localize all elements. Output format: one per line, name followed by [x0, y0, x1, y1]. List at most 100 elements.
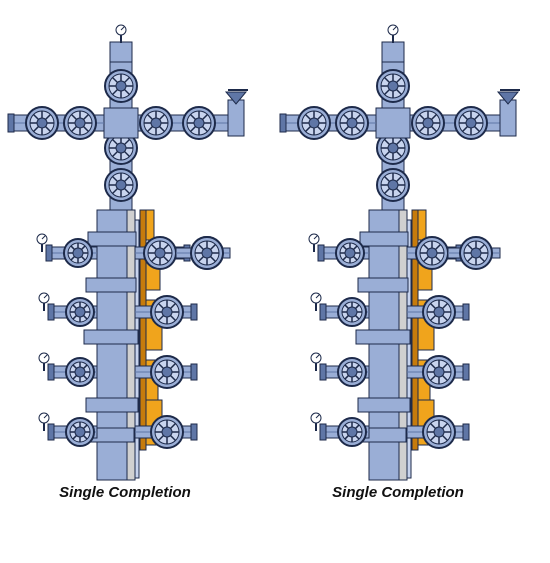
gate-valve-handwheel — [143, 236, 177, 270]
caption-right: Single Completion — [332, 484, 464, 501]
gauge-needle — [43, 414, 48, 419]
gauge-needle — [43, 354, 48, 359]
outlet-flange — [190, 303, 198, 321]
wing-end-flange — [7, 113, 15, 133]
pressure-gauge-icon — [115, 24, 127, 43]
outlet-flange — [317, 244, 325, 262]
pressure-gauge-icon — [310, 352, 322, 371]
choke-bonnet — [224, 91, 248, 105]
gate-valve-handwheel — [63, 106, 97, 140]
casing-spool-flange — [87, 231, 137, 247]
casing-spool-flange — [359, 231, 409, 247]
handwheel-hub — [387, 80, 399, 92]
handwheel-hub — [161, 306, 173, 318]
gate-valve-handwheel — [337, 357, 367, 387]
gauge-needle — [392, 26, 397, 31]
outlet-flange — [45, 244, 53, 262]
gate-valve-handwheel — [376, 168, 410, 202]
gate-valve-handwheel — [297, 106, 331, 140]
handwheel-hub — [346, 366, 358, 378]
gate-valve-handwheel — [335, 238, 365, 268]
outlet-flange — [47, 423, 55, 441]
gate-valve-handwheel — [459, 236, 493, 270]
gate-valve-handwheel — [415, 236, 449, 270]
gate-valve-handwheel — [422, 295, 456, 329]
gauge-needle — [315, 354, 320, 359]
handwheel-hub — [36, 117, 48, 129]
tubing-string — [134, 219, 140, 479]
handwheel-hub — [433, 366, 445, 378]
choke-bonnet — [496, 91, 520, 105]
outlet-flange — [47, 363, 55, 381]
pressure-gauge-icon — [308, 233, 320, 252]
gate-valve-handwheel — [104, 168, 138, 202]
gauge-needle — [315, 414, 320, 419]
gauge-needle — [315, 294, 320, 299]
gate-valve-handwheel — [422, 355, 456, 389]
handwheel-hub — [154, 247, 166, 259]
wellhead-diagram-left — [7, 24, 248, 481]
cutaway-seal — [411, 209, 419, 451]
tree-cap — [381, 41, 405, 63]
choke-body — [227, 99, 245, 137]
handwheel-hub — [74, 366, 86, 378]
handwheel-hub — [74, 306, 86, 318]
handwheel-hub — [308, 117, 320, 129]
handwheel-hub — [115, 179, 127, 191]
tree-cap — [109, 41, 133, 63]
gate-valve-handwheel — [63, 238, 93, 268]
handwheel-hub — [426, 247, 438, 259]
gate-valve-handwheel — [65, 357, 95, 387]
gate-valve-handwheel — [150, 355, 184, 389]
gate-valve-handwheel — [190, 236, 224, 270]
pressure-gauge-icon — [310, 292, 322, 311]
outlet-flange — [190, 363, 198, 381]
handwheel-hub — [161, 366, 173, 378]
handwheel-hub — [346, 117, 358, 129]
casing-spool-flange — [83, 329, 139, 345]
handwheel-hub — [387, 179, 399, 191]
gate-valve-handwheel — [454, 106, 488, 140]
handwheel-hub — [387, 142, 399, 154]
outlet-flange — [47, 303, 55, 321]
wellhead-diagram-right — [279, 24, 520, 481]
caption-left: Single Completion — [59, 484, 191, 501]
gate-valve-handwheel — [65, 297, 95, 327]
gate-valve-handwheel — [411, 106, 445, 140]
casing-spool-flange — [85, 397, 139, 413]
pressure-gauge-icon — [310, 412, 322, 431]
handwheel-hub — [433, 306, 445, 318]
gate-valve-handwheel — [150, 295, 184, 329]
outlet-flange — [190, 423, 198, 441]
casing-spool-flange — [355, 329, 411, 345]
outlet-flange — [462, 423, 470, 441]
handwheel-hub — [74, 426, 86, 438]
handwheel-hub — [193, 117, 205, 129]
gate-valve-handwheel — [376, 69, 410, 103]
gate-valve-handwheel — [182, 106, 216, 140]
pressure-gauge-icon — [38, 352, 50, 371]
gauge-needle — [313, 235, 318, 240]
pressure-gauge-icon — [36, 233, 48, 252]
casing-spool-flange — [357, 277, 409, 293]
pressure-gauge-icon — [38, 412, 50, 431]
cutaway-seal — [139, 209, 147, 451]
pressure-gauge-icon — [38, 292, 50, 311]
handwheel-hub — [470, 247, 482, 259]
gate-valve-handwheel — [422, 415, 456, 449]
gauge-needle — [43, 294, 48, 299]
gauge-needle — [41, 235, 46, 240]
gate-valve-handwheel — [337, 417, 367, 447]
outlet-flange — [462, 303, 470, 321]
choke-body — [499, 99, 517, 137]
handwheel-hub — [72, 247, 84, 259]
handwheel-hub — [74, 117, 86, 129]
outlet-flange — [319, 423, 327, 441]
handwheel-hub — [346, 426, 358, 438]
gate-valve-handwheel — [104, 69, 138, 103]
handwheel-hub — [422, 117, 434, 129]
gate-valve-handwheel — [150, 415, 184, 449]
handwheel-hub — [115, 142, 127, 154]
